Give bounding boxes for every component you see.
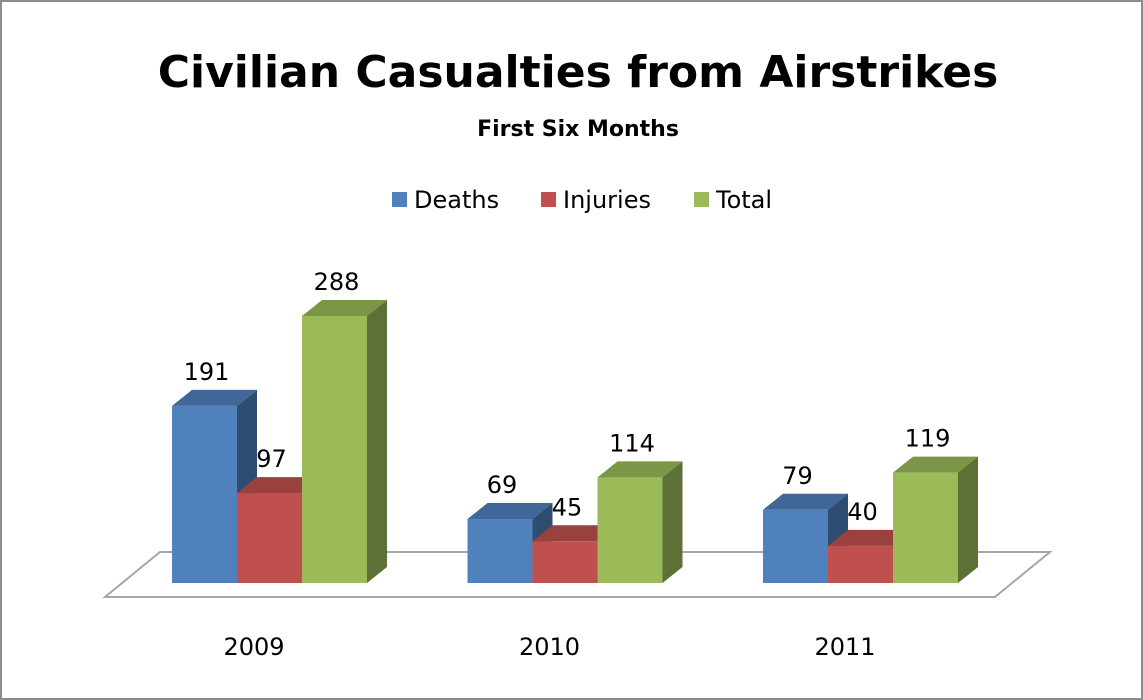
data-label: 79 — [782, 462, 813, 490]
bar-top — [532, 525, 618, 542]
bar — [597, 461, 683, 583]
data-label: 45 — [552, 493, 583, 521]
bar-top — [828, 529, 913, 546]
bar-side — [958, 456, 978, 583]
bar-side — [662, 461, 683, 583]
bar-front — [532, 541, 598, 583]
legend-label: Total — [715, 186, 772, 214]
bar-top — [597, 461, 683, 478]
bar — [893, 456, 978, 583]
x-tick-label: 2011 — [814, 633, 875, 661]
data-label: 40 — [847, 498, 878, 526]
bar-top — [302, 300, 387, 316]
x-tick-label: 2009 — [223, 633, 284, 661]
bar-front — [302, 316, 367, 583]
bar-front — [467, 519, 533, 583]
bar-side — [367, 300, 387, 583]
bar-top — [893, 456, 978, 473]
bar — [237, 477, 322, 583]
legend-swatch — [694, 192, 709, 207]
bar-top — [467, 503, 553, 520]
bar-front — [893, 472, 958, 583]
bar — [302, 300, 387, 583]
data-label: 119 — [905, 425, 951, 453]
legend-swatch — [392, 192, 407, 207]
bar-front — [237, 493, 302, 583]
bar-front — [828, 545, 893, 583]
legend-swatch — [541, 192, 556, 207]
data-label: 69 — [487, 471, 518, 499]
data-label: 288 — [314, 268, 360, 296]
data-label: 114 — [609, 429, 655, 457]
bar-top — [763, 493, 848, 510]
data-label: 97 — [256, 445, 287, 473]
chart-subtitle: First Six Months — [477, 117, 679, 142]
x-tick-label: 2010 — [519, 633, 580, 661]
bar-top — [237, 477, 322, 494]
legend-label: Injuries — [563, 186, 651, 214]
bar-front — [172, 405, 237, 583]
bar-top — [172, 389, 257, 406]
bar-front — [597, 477, 663, 583]
chart-title: Civilian Casualties from Airstrikes — [158, 47, 999, 98]
legend-label: Deaths — [414, 186, 499, 214]
bar-front — [763, 509, 828, 583]
data-label: 191 — [184, 358, 230, 386]
